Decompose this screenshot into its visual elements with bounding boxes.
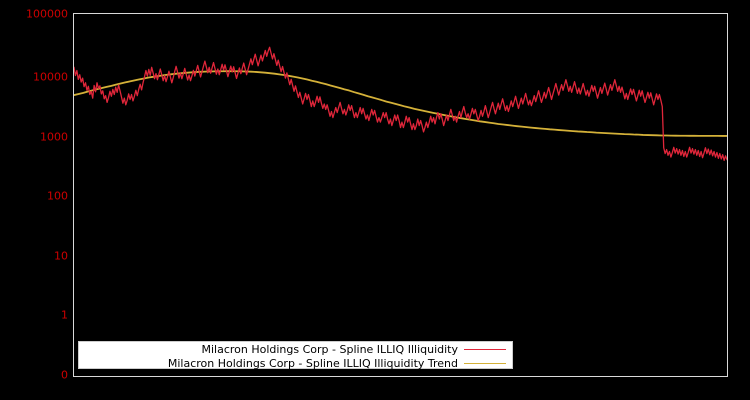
legend-entry: Milacron Holdings Corp - Spline ILLIQ Il… [79,343,512,356]
legend-line-sample [464,349,506,350]
legend-label-illiquidity-trend: Milacron Holdings Corp - Spline ILLIQ Il… [167,356,458,370]
legend-swatch-trend [458,363,512,364]
y-axis-tick-label: 1 [61,308,68,322]
y-axis-tick-label: 0 [61,368,68,382]
y-axis-tick-label: 1000 [40,130,68,143]
illiquidity-line-path [74,46,727,162]
plot-area [73,13,728,377]
series-canvas [74,46,727,162]
legend-line-sample [464,363,506,364]
legend-swatch-illiquidity [458,349,512,350]
y-axis-tick-label: 10000 [33,70,68,84]
y-axis-tick-label: 100000 [26,7,68,21]
chart-legend: Milacron Holdings Corp - Spline ILLIQ Il… [78,341,513,369]
y-axis-tick-label: 100 [47,189,68,203]
y-axis-tick-label: 10 [54,249,68,262]
legend-label-illiquidity: Milacron Holdings Corp - Spline ILLIQ Il… [201,342,458,356]
legend-entry: Milacron Holdings Corp - Spline ILLIQ Il… [79,357,512,370]
